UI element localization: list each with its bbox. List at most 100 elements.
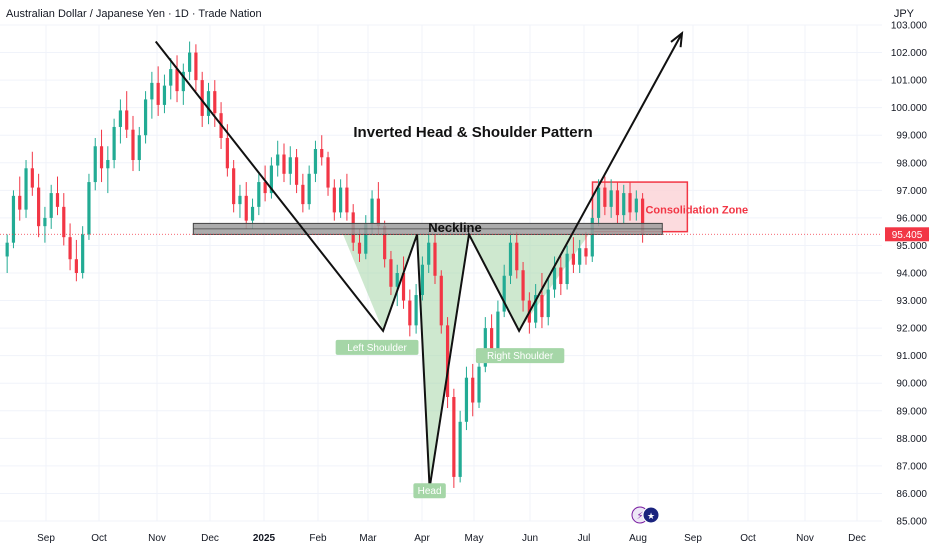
candle-body xyxy=(521,270,525,301)
candle-body xyxy=(93,146,97,183)
x-tick-label: Jul xyxy=(578,533,591,544)
candle-body xyxy=(269,165,274,194)
candle-body xyxy=(320,149,324,158)
candle-body xyxy=(118,110,123,127)
consolidation-label: Consolidation Zone xyxy=(645,205,748,217)
candle-body xyxy=(641,198,645,235)
candle-body xyxy=(294,157,299,185)
y-tick-label: 98.000 xyxy=(896,158,927,169)
candle-body xyxy=(471,377,475,403)
candle-body xyxy=(225,137,229,169)
candle-body xyxy=(250,206,255,221)
candle-body xyxy=(590,217,594,257)
left-shoulder-label: Left Shoulder xyxy=(347,343,407,354)
x-tick-label: Jun xyxy=(522,533,538,544)
candle-body xyxy=(188,52,192,72)
candle-body xyxy=(490,328,494,351)
candle-body xyxy=(439,275,443,326)
candle-body xyxy=(313,149,318,174)
y-tick-label: 101.000 xyxy=(891,76,928,87)
candle-body xyxy=(74,259,78,273)
candle-body xyxy=(194,52,198,81)
candle-body xyxy=(162,85,167,105)
y-tick-label: 95.000 xyxy=(896,241,927,252)
candle-body xyxy=(200,80,204,116)
candle-body xyxy=(143,99,148,136)
y-tick-label: 93.000 xyxy=(896,296,927,307)
candle-body xyxy=(483,328,487,367)
candle-body xyxy=(389,259,393,287)
candle-body xyxy=(112,126,116,161)
candle-body xyxy=(326,157,330,188)
candle-body xyxy=(238,195,242,205)
candle-body xyxy=(276,154,280,166)
candle-body xyxy=(634,198,638,213)
candle-body xyxy=(477,366,481,403)
candle-body xyxy=(263,182,267,194)
x-tick-label: Nov xyxy=(148,533,166,544)
left-shoulder-label-bg xyxy=(335,339,419,355)
x-tick-label: Apr xyxy=(414,533,430,544)
neckline-label: Neckline xyxy=(428,220,481,235)
candle-body xyxy=(169,69,173,86)
candle-body xyxy=(232,168,236,205)
head-label-bg xyxy=(413,483,446,499)
candle-body xyxy=(87,182,91,235)
pattern-title: Inverted Head & Shoulder Pattern xyxy=(353,124,592,141)
candle-body xyxy=(370,198,374,224)
candle-body xyxy=(150,82,154,100)
candle-body xyxy=(559,267,563,285)
candle-body xyxy=(578,248,582,265)
candle-body xyxy=(131,129,135,161)
x-tick-label: Oct xyxy=(740,533,756,544)
candle-body xyxy=(401,273,406,301)
x-tick-label: Nov xyxy=(796,533,814,544)
candle-body xyxy=(81,234,85,273)
y-tick-label: 89.000 xyxy=(896,406,927,417)
candle-body xyxy=(540,295,544,318)
candle-body xyxy=(427,242,431,265)
candle-body xyxy=(615,190,620,216)
y-tick-label: 96.000 xyxy=(896,213,927,224)
x-tick-label: Mar xyxy=(359,533,377,544)
pattern-trend-line xyxy=(154,32,683,489)
y-tick-label: 90.000 xyxy=(896,379,927,390)
x-tick-label: Dec xyxy=(848,533,866,544)
y-tick-label: 97.000 xyxy=(896,186,927,197)
australia-flag-icon xyxy=(642,506,660,524)
y-tick-label: 92.000 xyxy=(896,324,927,335)
candle-body xyxy=(376,198,380,227)
x-tick-label: May xyxy=(465,533,484,544)
candle-body xyxy=(364,223,368,254)
x-tick-label: Aug xyxy=(629,533,647,544)
y-tick-label: 102.000 xyxy=(891,48,928,59)
candle-body xyxy=(175,69,179,92)
pattern-shading xyxy=(343,234,589,488)
candle-body xyxy=(414,295,418,326)
x-tick-label: Sep xyxy=(37,533,55,544)
y-tick-label: 94.000 xyxy=(896,269,927,280)
y-tick-label: 87.000 xyxy=(896,461,927,472)
candle-body xyxy=(156,82,160,105)
candle-body xyxy=(508,242,513,276)
candle-body xyxy=(596,187,601,218)
candle-body xyxy=(288,157,292,174)
candle-body xyxy=(546,289,550,318)
candle-body xyxy=(395,273,399,287)
candle-body xyxy=(452,397,456,477)
candle-body xyxy=(99,146,104,169)
chart-title-bar: Australian Dollar / Japanese Yen · 1D · … xyxy=(6,8,262,20)
candle-body xyxy=(332,187,336,213)
candle-body xyxy=(515,242,519,271)
candle-body xyxy=(257,182,261,207)
candle-body xyxy=(628,193,632,213)
candle-body xyxy=(584,248,588,257)
candle-body xyxy=(55,193,60,207)
x-tick-label: Feb xyxy=(309,533,327,544)
candle-body xyxy=(213,91,217,114)
candle-body xyxy=(603,187,607,207)
right-shoulder-label: Right Shoulder xyxy=(487,351,554,362)
candle-body xyxy=(534,295,538,323)
candle-body xyxy=(181,71,185,92)
